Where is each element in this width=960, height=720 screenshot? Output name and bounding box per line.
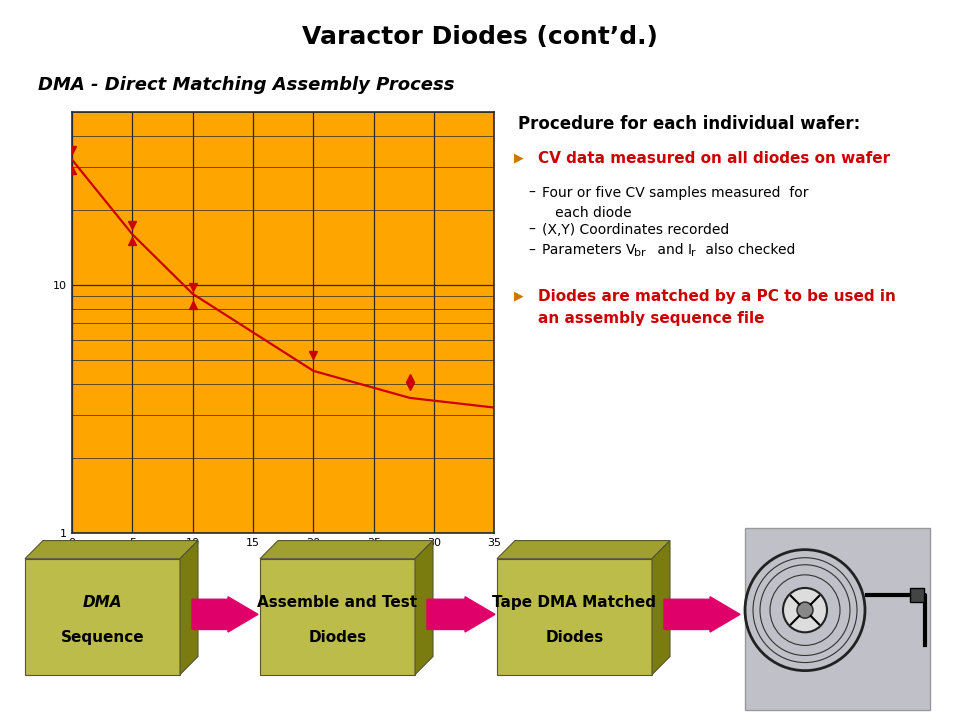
Text: DMA - Direct Matching Assembly Process: DMA - Direct Matching Assembly Process bbox=[38, 76, 455, 94]
Polygon shape bbox=[497, 559, 652, 675]
Text: Diodes are matched by a PC to be used in: Diodes are matched by a PC to be used in bbox=[538, 289, 896, 305]
Text: each diode: each diode bbox=[542, 206, 632, 220]
Text: DMA: DMA bbox=[83, 595, 122, 611]
Polygon shape bbox=[260, 559, 415, 675]
Circle shape bbox=[783, 588, 827, 632]
FancyArrow shape bbox=[427, 597, 495, 632]
Text: ▶: ▶ bbox=[514, 289, 523, 302]
Text: also checked: also checked bbox=[701, 243, 795, 257]
FancyArrow shape bbox=[192, 597, 258, 632]
Text: CV data measured on all diodes on wafer: CV data measured on all diodes on wafer bbox=[538, 151, 890, 166]
Text: Diodes: Diodes bbox=[308, 630, 367, 645]
Polygon shape bbox=[497, 541, 670, 559]
Text: Procedure for each individual wafer:: Procedure for each individual wafer: bbox=[518, 115, 861, 133]
Polygon shape bbox=[652, 541, 670, 675]
Text: Tape DMA Matched: Tape DMA Matched bbox=[492, 595, 657, 611]
Polygon shape bbox=[260, 541, 433, 559]
Polygon shape bbox=[910, 588, 924, 602]
FancyArrow shape bbox=[415, 607, 430, 621]
Text: Sequence: Sequence bbox=[60, 630, 144, 645]
Polygon shape bbox=[745, 528, 930, 710]
Text: Four or five CV samples measured  for: Four or five CV samples measured for bbox=[542, 186, 809, 199]
Text: r: r bbox=[691, 248, 696, 258]
Text: Diodes: Diodes bbox=[545, 630, 604, 645]
Text: and I: and I bbox=[653, 243, 692, 257]
Text: –: – bbox=[528, 223, 535, 237]
Text: ▶: ▶ bbox=[514, 151, 523, 164]
FancyArrow shape bbox=[180, 607, 195, 621]
Text: Varactor Diodes (cont’d.): Varactor Diodes (cont’d.) bbox=[302, 25, 658, 49]
Polygon shape bbox=[25, 541, 198, 559]
Text: –: – bbox=[528, 186, 535, 199]
Circle shape bbox=[797, 602, 813, 618]
Text: an assembly sequence file: an assembly sequence file bbox=[538, 311, 764, 326]
FancyArrow shape bbox=[664, 597, 740, 632]
Polygon shape bbox=[25, 559, 180, 675]
Text: –: – bbox=[528, 243, 535, 257]
Polygon shape bbox=[415, 541, 433, 675]
Text: br: br bbox=[634, 248, 645, 258]
Polygon shape bbox=[180, 541, 198, 675]
Text: Assemble and Test: Assemble and Test bbox=[257, 595, 418, 611]
FancyArrow shape bbox=[652, 607, 667, 621]
Text: (X,Y) Coordinates recorded: (X,Y) Coordinates recorded bbox=[542, 223, 730, 237]
Text: Parameters V: Parameters V bbox=[542, 243, 636, 257]
